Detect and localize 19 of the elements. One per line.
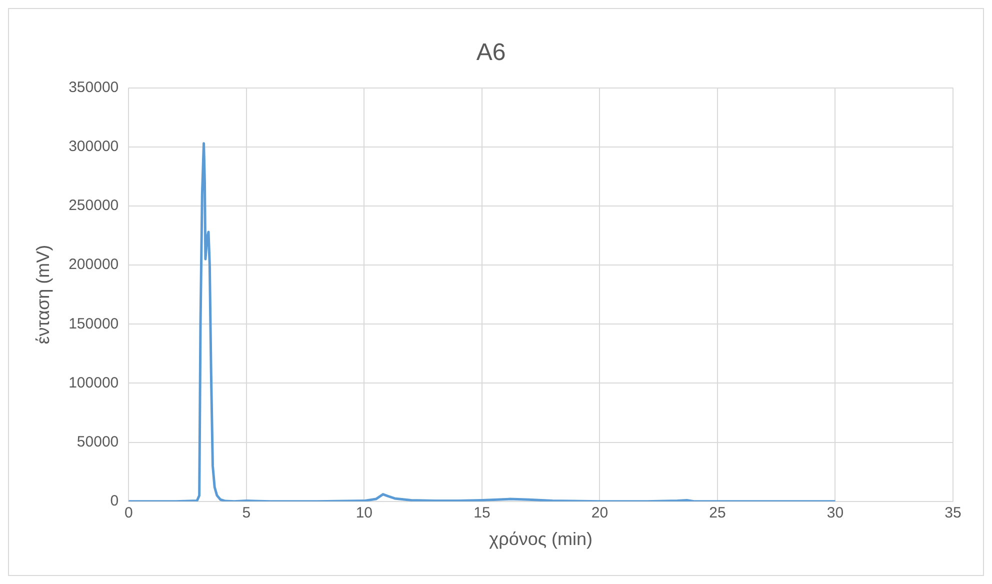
x-tick-label: 10 bbox=[356, 504, 373, 522]
x-tick-label: 30 bbox=[826, 504, 844, 522]
y-axis-title: ένταση (mV) bbox=[32, 244, 53, 344]
y-tick-label: 200000 bbox=[68, 256, 119, 274]
y-tick-label: 100000 bbox=[68, 374, 119, 392]
y-tick-label: 250000 bbox=[68, 197, 119, 214]
x-tick-label: 25 bbox=[709, 504, 726, 522]
y-tick-label: 150000 bbox=[68, 315, 119, 332]
x-tick-label: 15 bbox=[474, 504, 490, 522]
x-axis-title: χρόνος (min) bbox=[489, 529, 593, 550]
x-tick-label: 5 bbox=[242, 504, 251, 522]
x-tick-label: 0 bbox=[124, 504, 133, 522]
y-tick-label: 0 bbox=[110, 492, 119, 510]
chart-title: A6 bbox=[476, 39, 506, 66]
y-tick-label: 300000 bbox=[68, 138, 119, 156]
y-tick-label: 350000 bbox=[68, 78, 119, 96]
x-tick-label: 20 bbox=[591, 504, 608, 522]
x-tick-label: 35 bbox=[944, 504, 962, 522]
y-tick-label: 50000 bbox=[76, 433, 119, 450]
